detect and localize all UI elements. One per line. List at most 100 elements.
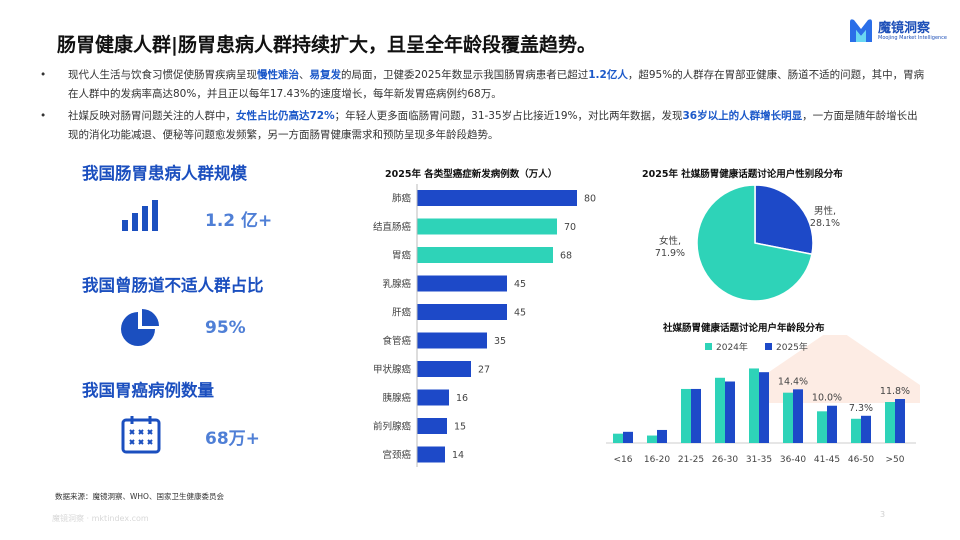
- brand-mark-icon: [850, 19, 872, 42]
- gender-slice-value: 28.1%: [810, 218, 840, 229]
- cancer-value-label: 45: [514, 308, 526, 319]
- gender-pie-slice: [696, 184, 813, 302]
- gender-slice-label: 女性,: [659, 235, 681, 247]
- age-data-label: 7.3%: [849, 403, 873, 414]
- bullet-text: ，一方面是随年龄增长出现的消化功能减退、便秘等问题愈发频繁，另一方面肠胃健康需求…: [68, 110, 918, 141]
- brand-name: 魔镜洞察: [878, 21, 931, 36]
- cancer-value-label: 68: [560, 251, 572, 262]
- age-bar: [783, 392, 793, 443]
- cancer-value-label: 35: [494, 336, 506, 347]
- age-bar: [725, 381, 735, 443]
- age-data-label: 11.8%: [880, 386, 910, 397]
- cancer-value-label: 14: [452, 450, 464, 461]
- cancer-value-label: 80: [584, 194, 596, 205]
- bullet-text: 现代人生活与饮食习惯促使肠胃疾病呈现: [68, 69, 257, 81]
- cancer-value-label: 16: [456, 393, 468, 404]
- age-category-label: <16: [614, 455, 633, 465]
- age-bar: [851, 418, 861, 443]
- age-category-label: 31-35: [746, 455, 772, 465]
- cancer-bar: [417, 190, 577, 206]
- age-bar: [885, 402, 895, 443]
- age-bar: [895, 399, 905, 443]
- bullet-item-2: 社媒反映对肠胃问题关注的人群中，女性占比仍高达72%；年轻人更多面临肠胃问题，3…: [40, 107, 925, 145]
- cancer-category-label: 肝癌: [392, 307, 412, 319]
- page-title: 肠胃健康人群|肠胃患病人群持续扩大，且呈全年龄段覆盖趋势。: [57, 34, 596, 56]
- cancer-value-label: 15: [454, 422, 466, 433]
- cancer-bar: [417, 304, 507, 320]
- cancer-bar: [417, 275, 507, 292]
- stat-value-discomfort: 95%: [205, 318, 246, 338]
- cancer-category-label: 乳腺癌: [382, 278, 411, 290]
- bar-chart-icon: [122, 200, 158, 231]
- highlight-text: 36岁以上的人群增长明显: [682, 110, 803, 122]
- age-bar: [613, 433, 623, 443]
- age-bar: [657, 429, 667, 443]
- bullet-item-1: 现代人生活与饮食习惯促使肠胃疾病呈现慢性难治、易复发的局面，卫健委2025年数显…: [40, 66, 925, 104]
- cancer-value-label: 45: [514, 279, 526, 290]
- age-distribution-chart: 2024年 2025年 <16 16-20 21-25 26-30 31-35 36-40 41…: [606, 335, 920, 465]
- age-bar: [691, 388, 701, 443]
- age-category-label: >50: [886, 455, 905, 465]
- age-bar: [817, 411, 827, 443]
- cancer-bar: [417, 418, 447, 434]
- highlight-text: 女性占比仍高达72%: [236, 110, 335, 122]
- highlight-background: [750, 335, 920, 403]
- stat-heading-patients: 我国肠胃患病人群规模: [82, 164, 247, 183]
- age-bar: [759, 372, 769, 443]
- cancer-category-label: 宫颈癌: [382, 449, 411, 461]
- cancer-category-label: 胃癌: [392, 250, 412, 262]
- legend-label: 2025年: [776, 341, 808, 353]
- cancer-category-label: 食管癌: [382, 335, 411, 347]
- bullet-text: 的局面，卫健委2025年数显示我国肠胃病患者已超过: [341, 69, 589, 81]
- gender-slice-value: 71.9%: [655, 248, 685, 259]
- age-category-label: 36-40: [780, 455, 806, 465]
- cancer-bar: [417, 218, 557, 235]
- cancer-category-label: 肺癌: [392, 193, 412, 205]
- age-category-label: 16-20: [644, 455, 670, 465]
- age-chart-title: 社媒肠胃健康话题讨论用户年龄段分布: [663, 323, 825, 334]
- brand-tagline: Moojing Market Intelligence: [878, 35, 948, 41]
- cancer-category-label: 胰腺癌: [382, 392, 411, 404]
- cancer-cases-chart: 肺癌 80 结直肠癌 70 胃癌 68 乳腺癌 45 肝癌 45 食管癌 35 甲状腺癌 27 胰腺癌 16 前…: [373, 184, 596, 467]
- legend-swatch: [765, 343, 772, 350]
- bullet-text: 社媒反映对肠胃问题关注的人群中，: [68, 110, 236, 122]
- stat-heading-gastric-cancer: 我国胃癌病例数量: [82, 381, 214, 400]
- age-category-label: 46-50: [848, 455, 874, 465]
- bullet-text: 、: [299, 69, 310, 81]
- age-bar: [623, 431, 633, 443]
- footer-watermark: 魔镜洞察 · mktindex.com: [52, 514, 149, 523]
- highlight-text: 慢性难治: [257, 69, 299, 81]
- age-bar: [793, 389, 803, 443]
- age-bar: [681, 388, 691, 443]
- age-bar: [749, 368, 759, 443]
- stat-value-patients: 1.2 亿+: [205, 211, 273, 231]
- data-source-note: 数据来源：魔镜洞察、WHO、国家卫生健康委员会: [55, 492, 224, 501]
- calendar-icon: [121, 416, 161, 454]
- cancer-category-label: 结直肠癌: [373, 221, 412, 233]
- highlight-text: 易复发: [309, 69, 342, 81]
- age-category-label: 21-25: [678, 455, 704, 465]
- cancer-value-label: 70: [564, 222, 576, 233]
- summary-bullets: 现代人生活与饮食习惯促使肠胃疾病呈现慢性难治、易复发的局面，卫健委2025年数显…: [40, 66, 925, 148]
- age-data-label: 10.0%: [812, 393, 842, 404]
- cancer-category-label: 甲状腺癌: [373, 364, 412, 376]
- age-category-label: 26-30: [712, 455, 738, 465]
- legend-swatch: [705, 343, 712, 350]
- stat-heading-discomfort: 我国曾肠道不适人群占比: [82, 276, 264, 295]
- brand-logo: 魔镜洞察 Moojing Market Intelligence: [848, 16, 948, 44]
- age-category-label: 41-45: [814, 455, 840, 465]
- age-bar: [715, 377, 725, 443]
- age-data-label: 14.4%: [778, 376, 808, 387]
- gender-pie-slice: [754, 184, 814, 256]
- bullet-text: ，超95%的人群存在胃部亚健康、肠道不适的问题，其中，胃病在人群中的发病率高达8…: [68, 69, 925, 100]
- gender-chart-title: 2025年 社媒肠胃健康话题讨论用户性别段分布: [642, 169, 843, 180]
- age-bar: [647, 435, 657, 443]
- cancer-bar: [417, 389, 449, 406]
- bullet-text: ；年轻人更多面临肠胃问题，31-35岁占比接近19%，对比两年数据，发现: [334, 110, 683, 122]
- cancer-bar: [417, 247, 553, 263]
- highlight-text: 1.2亿人: [588, 69, 628, 81]
- cancer-bar: [417, 361, 471, 377]
- cancer-category-label: 前列腺癌: [373, 421, 412, 433]
- age-bar: [827, 405, 837, 443]
- cancer-value-label: 27: [478, 365, 490, 376]
